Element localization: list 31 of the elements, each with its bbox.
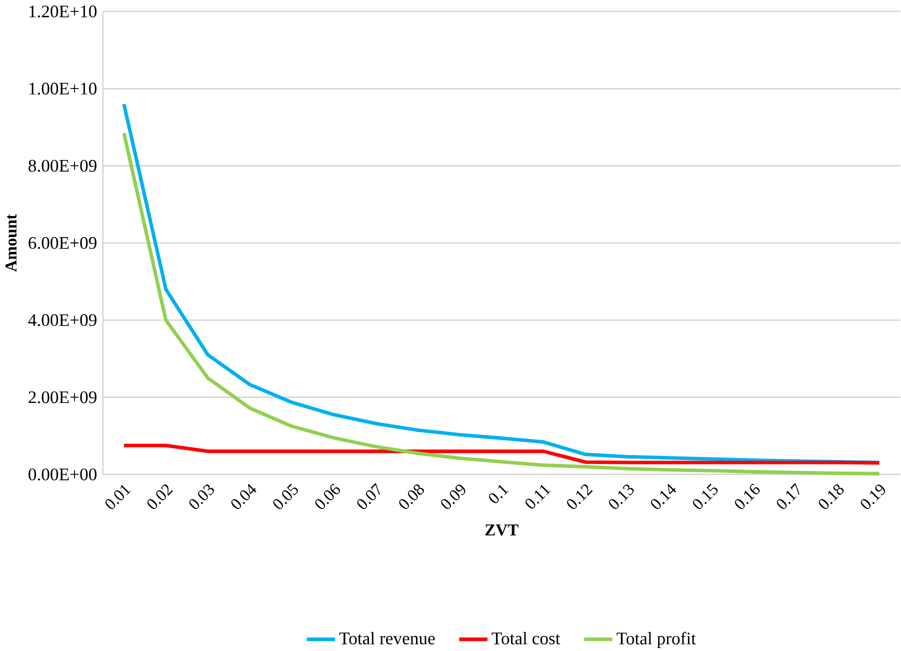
x-tick-label: 0.12 <box>567 484 593 509</box>
y-tick-label: 8.00E+09 <box>28 160 96 172</box>
x-tick-label: 0.08 <box>399 484 424 509</box>
x-tick-label: 0.01 <box>105 484 131 509</box>
x-tick-label: 0.14 <box>651 484 676 509</box>
x-tick-label: 0.06 <box>315 484 340 509</box>
x-tick-label: 0.18 <box>818 484 844 509</box>
x-tick-label: 0.03 <box>189 484 214 509</box>
y-tick-label: 1.00E+10 <box>29 82 97 95</box>
y-tick-label: 6.00E+09 <box>28 236 96 249</box>
x-tick-label: 0.02 <box>147 484 174 509</box>
y-tick-label: 2.00E+09 <box>28 391 96 404</box>
x-tick-label: 0.19 <box>860 484 885 509</box>
y-axis-title: Amount <box>6 214 17 272</box>
x-tick-label: 0.17 <box>776 482 800 509</box>
legend-label: Total cost <box>492 632 560 644</box>
x-tick-label: 0.04 <box>231 484 256 509</box>
legend-label: Total profit <box>616 632 696 648</box>
x-tick-label: 0.13 <box>609 484 634 509</box>
x-tick-label: 0.1 <box>488 484 509 504</box>
y-tick-label: 1.20E+10 <box>29 5 97 18</box>
x-tick-label: 0.11 <box>526 484 551 508</box>
x-tick-label: 0.15 <box>692 484 718 509</box>
x-tick-label: 0.09 <box>441 484 466 509</box>
x-tick-label: 0.07 <box>357 482 380 509</box>
legend-label: Total revenue <box>339 632 435 644</box>
y-tick-label: 4.00E+09 <box>28 314 96 326</box>
x-tick-label: 0.05 <box>273 484 298 509</box>
x-tick-label: 0.16 <box>734 484 760 509</box>
y-tick-label: 0.00E+00 <box>28 468 97 480</box>
x-axis-title: ZVT <box>485 524 518 536</box>
